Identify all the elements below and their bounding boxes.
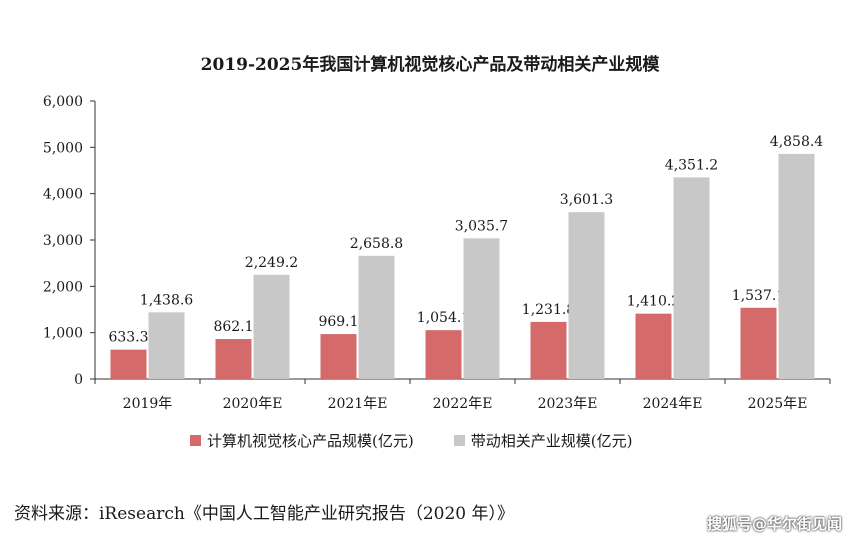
data-label-related: 3,601.3: [560, 192, 613, 208]
data-label-core: 1,231.8: [522, 302, 575, 318]
x-tick-label: 2021年E: [328, 396, 388, 412]
legend-label-related: 带动相关产业规模(亿元): [470, 432, 633, 450]
data-label-core: 1,054.1: [417, 310, 470, 326]
chart-title: 2019-2025年我国计算机视觉核心产品及带动相关产业规模: [200, 55, 660, 75]
legend-swatch-related: [453, 435, 465, 446]
x-tick-label: 2023年E: [538, 396, 598, 412]
data-label-related: 2,658.8: [350, 236, 403, 252]
bar-core: [635, 313, 672, 379]
legend-label-core: 计算机视觉核心产品规模(亿元): [207, 432, 414, 450]
bar-chart: 0 1,000 2,000 3,000 4,000 5,000 6,000 633.3 1,43…: [43, 94, 831, 412]
bar-core: [530, 321, 567, 379]
data-label-core: 862.1: [213, 319, 253, 335]
bar-related: [463, 238, 500, 379]
bar-related: [673, 177, 710, 379]
x-tick-label: 2022年E: [433, 396, 493, 412]
x-tick-label: 2019年: [123, 396, 173, 412]
y-tick-label: 4,000: [43, 187, 83, 203]
data-label-related: 2,249.2: [245, 255, 298, 271]
bar-core: [110, 349, 147, 379]
data-label-related: 4,858.4: [770, 134, 824, 150]
legend-item-core: 计算机视觉核心产品规模(亿元): [190, 430, 414, 451]
bar-core: [320, 334, 357, 379]
bar-core: [425, 330, 462, 379]
bar-related: [358, 255, 395, 379]
x-tick-label: 2025年E: [748, 396, 808, 412]
data-label-related: 1,438.6: [140, 292, 194, 308]
x-tick-label: 2024年E: [643, 396, 703, 412]
y-tick-label: 2,000: [43, 279, 83, 295]
y-tick-label: 5,000: [43, 140, 83, 156]
data-label-related: 3,035.7: [455, 218, 508, 234]
watermark: 搜狐号@华尔街见闻: [706, 515, 842, 533]
y-tick-label: 1,000: [43, 326, 83, 342]
source-note: 资料来源：iResearch《中国人工智能产业研究报告（2020 年）》: [14, 504, 514, 524]
legend-swatch-core: [190, 435, 201, 446]
data-label-related: 4,351.2: [665, 157, 718, 173]
data-label-core: 969.1: [318, 314, 358, 330]
bar-related: [148, 312, 185, 379]
bar-related: [568, 212, 605, 379]
bar-core: [740, 307, 777, 379]
bar-related: [253, 274, 290, 379]
legend-item-related: 带动相关产业规模(亿元): [453, 430, 633, 451]
y-tick-label: 6,000: [43, 94, 83, 110]
bar-related: [778, 153, 815, 379]
y-tick-label: 3,000: [43, 233, 83, 249]
data-label-core: 1,537.1: [732, 288, 785, 304]
y-tick-label: 0: [74, 372, 83, 388]
x-tick-label: 2020年E: [223, 396, 283, 412]
bar-core: [215, 339, 252, 379]
data-label-core: 1,410.2: [627, 294, 680, 310]
chart-legend: 计算机视觉核心产品规模(亿元) 带动相关产业规模(亿元): [190, 430, 632, 451]
data-label-core: 633.3: [108, 330, 148, 346]
